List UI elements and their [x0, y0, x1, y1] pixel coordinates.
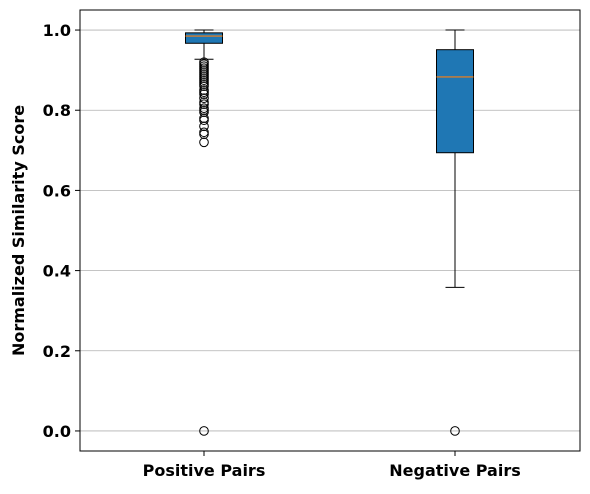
x-tick-label: Negative Pairs [389, 461, 520, 480]
y-tick-label: 0.0 [43, 422, 71, 441]
outlier-point [199, 426, 209, 436]
box-iqr [436, 49, 474, 154]
outlier-point [199, 137, 209, 148]
outlier-point [199, 85, 209, 95]
outlier-point [199, 57, 209, 67]
y-tick-label: 0.2 [43, 342, 71, 361]
y-axis-label: Normalized Similarity Score [9, 105, 28, 356]
grid-layer [80, 29, 580, 432]
y-tick-label: 0.8 [43, 101, 71, 120]
plot-frame [79, 9, 581, 452]
outlier-point [199, 121, 209, 132]
box-group [185, 29, 223, 436]
outlier-point [199, 115, 209, 126]
box-layer [185, 29, 474, 436]
y-tick-label: 1.0 [43, 21, 71, 40]
outlier-point [450, 426, 460, 436]
outlier-point [199, 93, 209, 103]
box-iqr [185, 32, 223, 44]
y-tick-label: 0.6 [43, 181, 71, 200]
outlier-point [199, 127, 209, 138]
tick-layer: 0.0 0.2 0.4 0.6 0.8 1.0 Positive Pairs Negative… [43, 21, 521, 480]
outlier-point [199, 113, 209, 124]
y-tick-label: 0.4 [43, 262, 71, 281]
box-group [436, 29, 474, 436]
outlier-point [199, 103, 209, 114]
outlier-point [199, 129, 209, 140]
outlier-point [199, 97, 209, 108]
x-tick-label: Positive Pairs [143, 461, 266, 480]
